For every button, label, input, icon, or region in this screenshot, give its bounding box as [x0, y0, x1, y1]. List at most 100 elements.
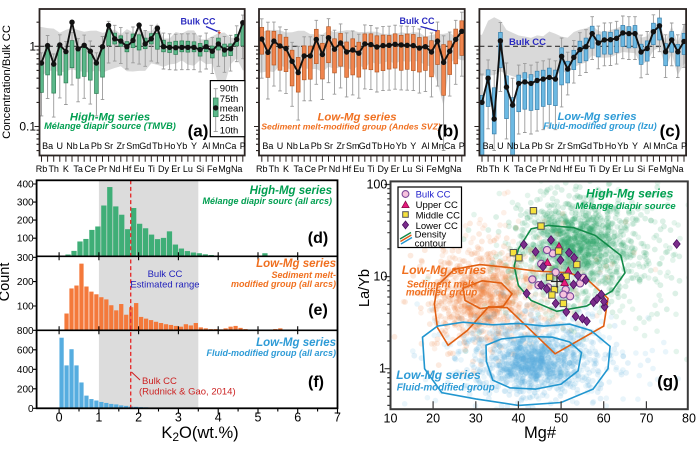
svg-text:80: 80 — [682, 412, 696, 426]
svg-text:Estimated range: Estimated range — [130, 280, 199, 291]
svg-text:800: 800 — [17, 326, 34, 337]
svg-text:Pb: Pb — [91, 141, 102, 151]
svg-text:Ca: Ca — [444, 141, 456, 151]
svg-text:7: 7 — [334, 411, 341, 425]
svg-text:25th: 25th — [220, 113, 239, 124]
svg-text:Y: Y — [191, 141, 197, 151]
svg-text:High-Mg series: High-Mg series — [586, 187, 674, 201]
svg-text:Mg: Mg — [659, 164, 672, 174]
svg-text:60: 60 — [597, 412, 611, 426]
svg-text:100: 100 — [366, 178, 387, 192]
svg-text:Er: Er — [171, 164, 180, 174]
svg-text:Tb: Tb — [152, 141, 163, 151]
svg-text:Mélange diapir sourc (all arcs: Mélange diapir sourc (all arcs) — [202, 196, 332, 206]
svg-text:Er: Er — [391, 164, 400, 174]
svg-text:La/Yb: La/Yb — [357, 269, 373, 307]
svg-text:Count: Count — [0, 263, 13, 302]
svg-text:1: 1 — [29, 40, 36, 54]
svg-text:Bulk CC: Bulk CC — [142, 376, 177, 387]
svg-text:Ho: Ho — [164, 141, 176, 151]
svg-text:Bulk CC: Bulk CC — [148, 269, 183, 280]
svg-text:20: 20 — [426, 412, 440, 426]
svg-text:Fe: Fe — [426, 164, 437, 174]
svg-text:Ca: Ca — [225, 141, 237, 151]
svg-text:Nd: Nd — [550, 164, 562, 174]
svg-text:200: 200 — [17, 277, 34, 288]
svg-text:Gd: Gd — [580, 141, 592, 151]
svg-text:Mn: Mn — [431, 141, 444, 151]
svg-text:Pb: Pb — [532, 141, 543, 151]
svg-text:Eu: Eu — [353, 164, 364, 174]
svg-text:Ca: Ca — [666, 141, 678, 151]
svg-text:4: 4 — [215, 411, 222, 425]
svg-text:Hf: Hf — [122, 164, 131, 174]
svg-text:U: U — [497, 141, 504, 151]
svg-text:Fluid-modified group: Fluid-modified group — [397, 382, 495, 393]
svg-text:P: P — [240, 141, 246, 151]
svg-text:300: 300 — [17, 198, 34, 209]
svg-text:Yb: Yb — [176, 141, 187, 151]
svg-text:200: 200 — [17, 384, 34, 395]
svg-text:P: P — [681, 141, 687, 151]
svg-text:Sr: Sr — [104, 141, 113, 151]
svg-text:Na: Na — [672, 164, 684, 174]
svg-text:Er: Er — [612, 164, 621, 174]
svg-text:modified group: modified group — [406, 288, 477, 299]
svg-text:modified group (all arcs): modified group (all arcs) — [231, 279, 336, 289]
svg-text:Low-Mg series: Low-Mg series — [396, 368, 481, 382]
svg-text:Middle CC: Middle CC — [416, 210, 460, 221]
svg-text:100: 100 — [17, 234, 34, 245]
svg-text:(b): (b) — [437, 122, 459, 141]
svg-text:Sm: Sm — [126, 141, 140, 151]
svg-text:3: 3 — [175, 411, 182, 425]
svg-text:Lu: Lu — [624, 164, 634, 174]
svg-text:Si: Si — [196, 164, 204, 174]
svg-text:50: 50 — [554, 412, 568, 426]
svg-text:Pb: Pb — [311, 141, 322, 151]
svg-text:Ho: Ho — [383, 141, 395, 151]
svg-text:70: 70 — [639, 412, 653, 426]
svg-text:Sediment melt-modified group (: Sediment melt-modified group (Andes SVZ) — [261, 122, 441, 132]
svg-text:Mg#: Mg# — [524, 424, 557, 442]
svg-text:(c): (c) — [660, 122, 681, 141]
svg-text:Eu: Eu — [134, 164, 145, 174]
svg-text:200: 200 — [17, 216, 34, 227]
svg-text:Rb: Rb — [36, 164, 48, 174]
svg-text:Bulk CC: Bulk CC — [416, 190, 451, 201]
svg-text:Ce: Ce — [525, 164, 537, 174]
svg-text:300: 300 — [17, 253, 34, 264]
svg-text:(e): (e) — [308, 302, 328, 319]
svg-text:400: 400 — [17, 180, 34, 191]
svg-text:Ti: Ti — [148, 164, 155, 174]
svg-text:K: K — [63, 164, 69, 174]
svg-text:Pr: Pr — [318, 164, 327, 174]
svg-text:Nb: Nb — [66, 141, 78, 151]
svg-text:Nd: Nd — [329, 164, 341, 174]
svg-text:La: La — [79, 141, 89, 151]
svg-text:Si: Si — [415, 164, 423, 174]
svg-text:Sr: Sr — [545, 141, 554, 151]
svg-text:90th: 90th — [220, 84, 239, 95]
svg-text:1: 1 — [95, 411, 102, 425]
svg-text:Ba: Ba — [262, 141, 273, 151]
svg-text:Ba: Ba — [483, 141, 494, 151]
svg-text:Ce: Ce — [305, 164, 317, 174]
svg-text:Tb: Tb — [372, 141, 383, 151]
svg-text:Ta: Ta — [73, 164, 83, 174]
svg-text:Zr: Zr — [336, 141, 345, 151]
svg-text:Nd: Nd — [109, 164, 121, 174]
svg-text:Dy: Dy — [378, 164, 389, 174]
svg-text:U: U — [277, 141, 284, 151]
svg-text:Zr: Zr — [557, 141, 566, 151]
svg-text:(a): (a) — [188, 122, 209, 141]
svg-text:Bulk CC: Bulk CC — [509, 37, 546, 48]
svg-text:30: 30 — [469, 412, 483, 426]
svg-text:Hf: Hf — [563, 164, 572, 174]
svg-text:Mn: Mn — [653, 141, 666, 151]
svg-text:10: 10 — [384, 412, 398, 426]
svg-text:10: 10 — [373, 270, 387, 284]
svg-text:0: 0 — [56, 411, 63, 425]
svg-text:Gd: Gd — [359, 141, 371, 151]
svg-text:Ti: Ti — [589, 164, 596, 174]
svg-text:Dy: Dy — [599, 164, 610, 174]
